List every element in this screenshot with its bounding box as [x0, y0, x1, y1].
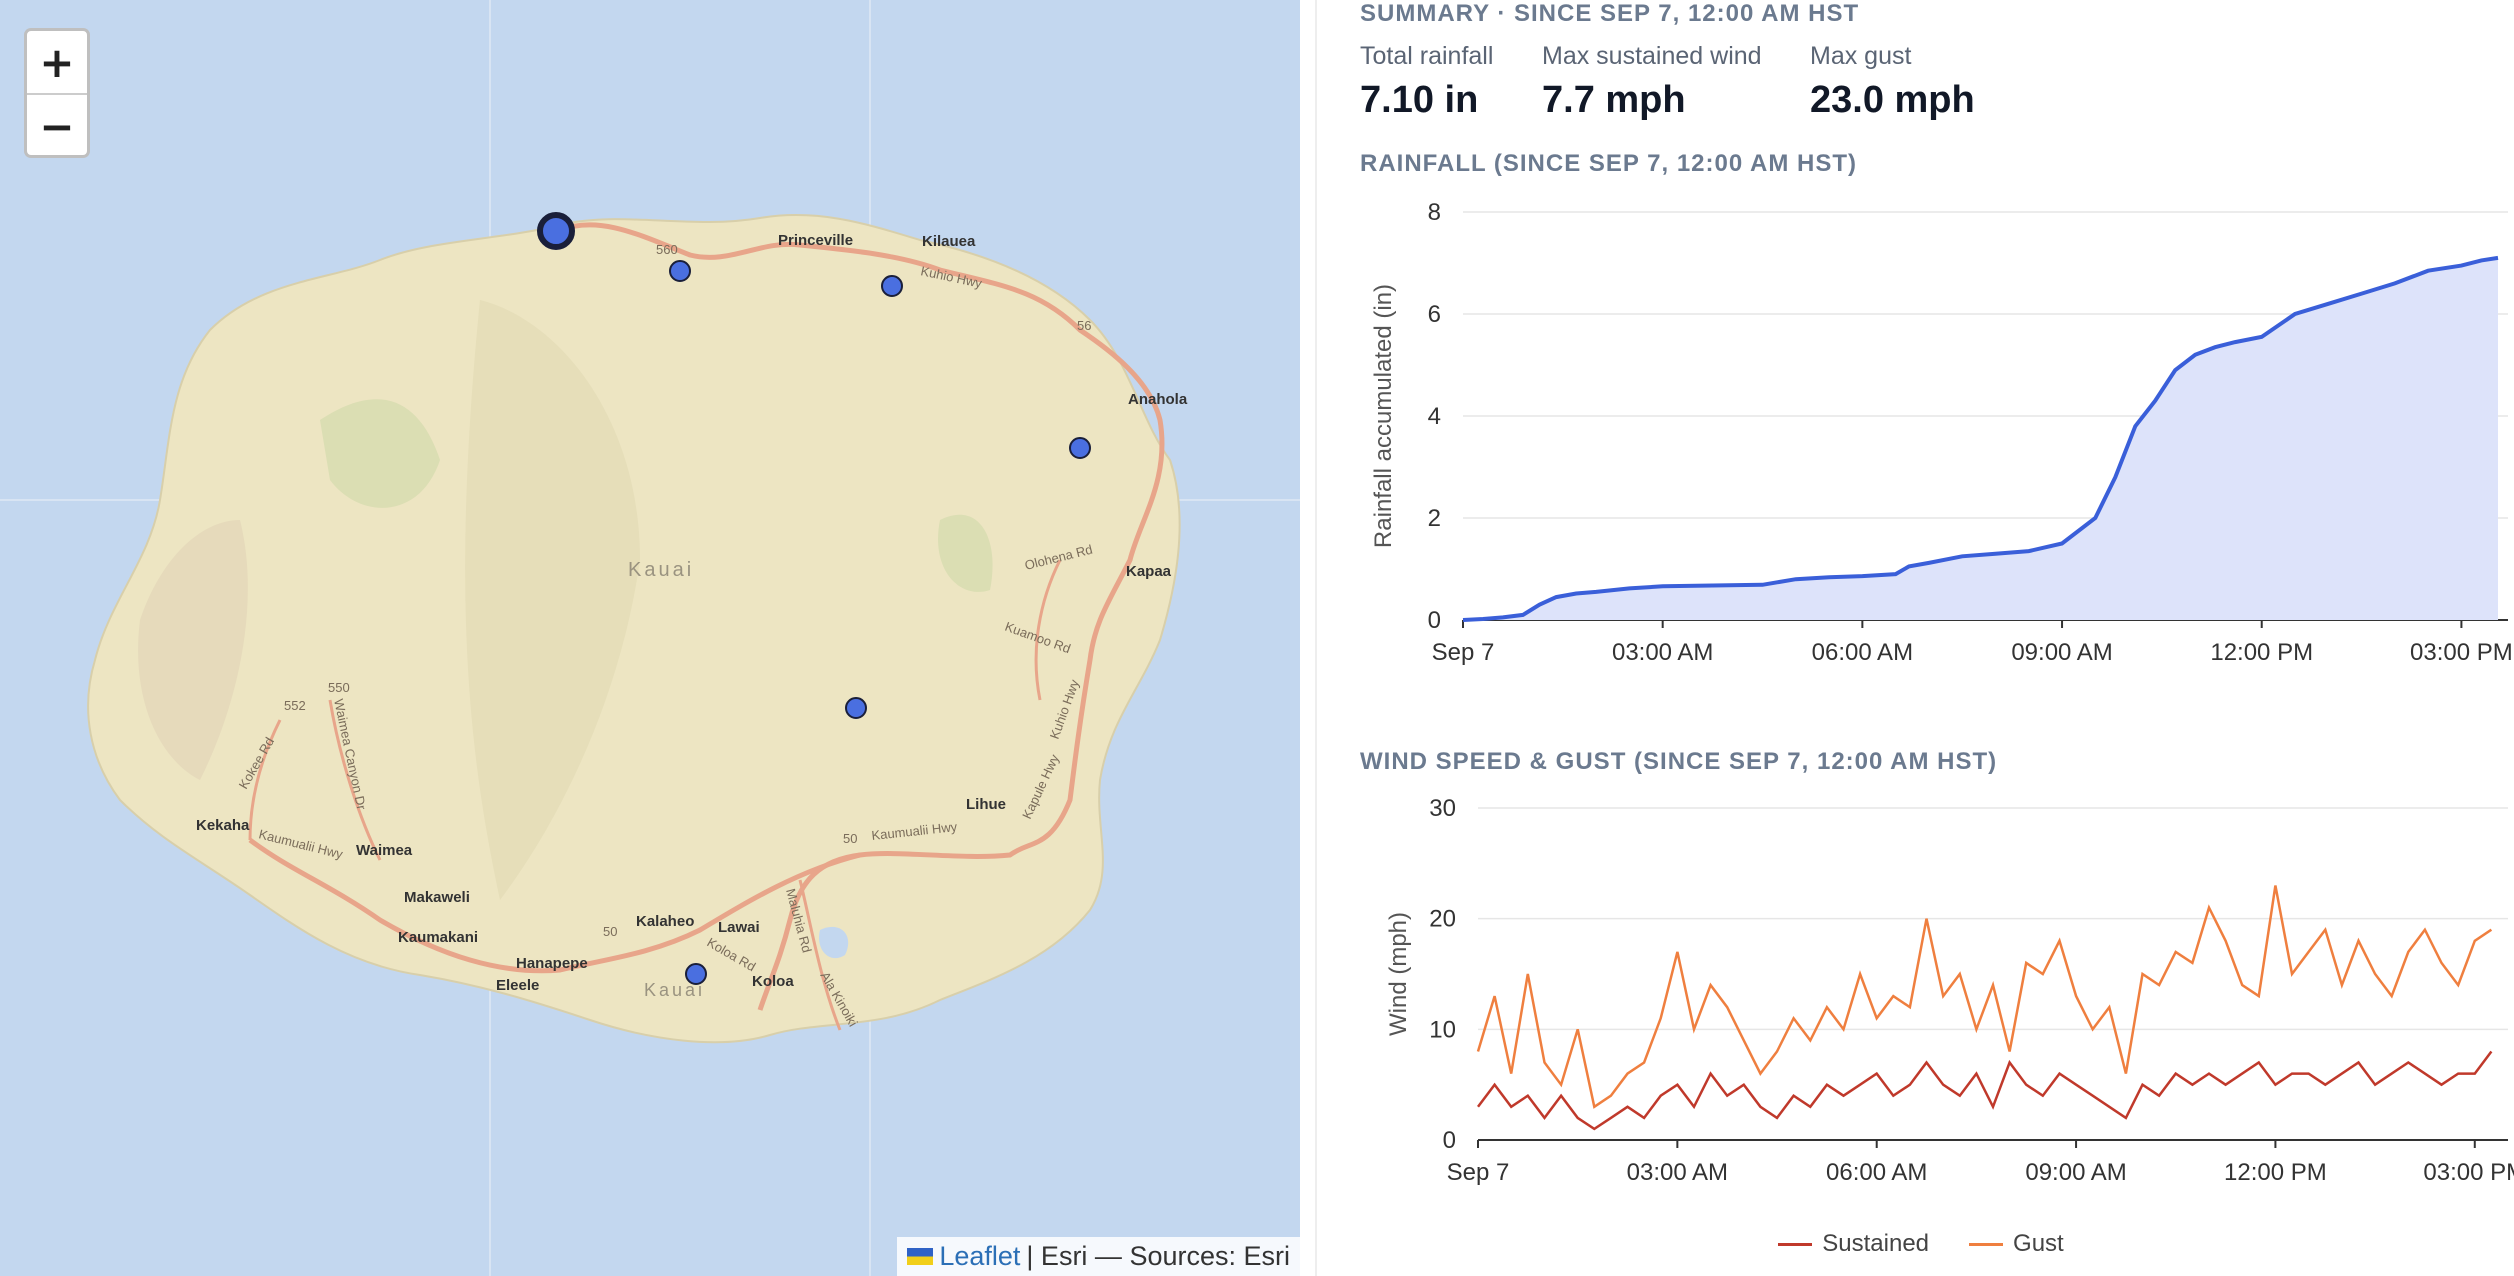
stat-total-rainfall: Total rainfall 7.10 in: [1360, 42, 1493, 122]
stat-max-sustained-wind: Max sustained wind 7.7 mph: [1542, 42, 1762, 122]
x-tick-label: Sep 7: [1447, 1159, 1510, 1186]
stat-max-gust: Max gust 23.0 mph: [1810, 42, 1975, 122]
zoom-out-button[interactable]: −: [39, 101, 75, 151]
station-panel: SUMMARY · SINCE SEP 7, 12:00 AM HST Tota…: [1328, 0, 2514, 1276]
summary-title: SUMMARY · SINCE SEP 7, 12:00 AM HST: [1360, 0, 1860, 27]
place-label: Kalaheo: [636, 913, 694, 930]
x-tick-label: 06:00 AM: [1826, 1159, 1927, 1186]
road-label: 50: [843, 831, 857, 846]
rainfall-chart-title: RAINFALL (SINCE SEP 7, 12:00 AM HST): [1360, 150, 1857, 177]
station-marker[interactable]: [845, 697, 867, 719]
station-map[interactable]: Princeville Kilauea Anahola Kapaa Lihue …: [0, 0, 1300, 1276]
y-tick-label: 10: [1429, 1016, 1456, 1043]
x-tick-label: 09:00 AM: [2025, 1159, 2126, 1186]
x-tick-label: 03:00 PM: [2423, 1159, 2514, 1186]
wind-legend: Sustained Gust: [1328, 1230, 2514, 1258]
y-tick-label: 0: [1428, 607, 1441, 634]
y-tick-label: 30: [1429, 795, 1456, 822]
legend-label: Sustained: [1822, 1230, 1930, 1257]
ukraine-flag-icon: [907, 1248, 934, 1265]
rainfall-area: [1463, 257, 2499, 620]
place-label: Lihue: [966, 796, 1006, 813]
attribution-text: | Esri — Sources: Esri: [1026, 1241, 1290, 1271]
x-tick-label: 12:00 PM: [2224, 1159, 2327, 1186]
y-axis-label: Rainfall accumulated (in): [1370, 284, 1397, 548]
stat-value: 23.0 mph: [1810, 79, 1975, 121]
x-tick-label: Sep 7: [1432, 639, 1495, 666]
place-label: Hanapepe: [516, 955, 588, 972]
y-axis-label: Wind (mph): [1385, 912, 1412, 1036]
island-label: Kauai: [644, 980, 705, 1000]
road-label: 560: [656, 242, 678, 257]
place-label: Waimea: [356, 842, 413, 859]
station-marker[interactable]: [685, 963, 707, 985]
wind-chart-title: WIND SPEED & GUST (SINCE SEP 7, 12:00 AM…: [1360, 748, 1998, 775]
x-tick-label: 12:00 PM: [2210, 639, 2313, 666]
leaflet-link[interactable]: Leaflet: [939, 1241, 1021, 1271]
place-label: Eleele: [496, 977, 539, 994]
road-label: 550: [328, 680, 350, 695]
road-label: 552: [284, 698, 306, 713]
place-label: Kilauea: [922, 233, 976, 250]
y-tick-label: 8: [1428, 199, 1441, 226]
x-tick-label: 03:00 PM: [2410, 639, 2513, 666]
x-tick-label: 03:00 AM: [1612, 639, 1713, 666]
y-tick-label: 0: [1443, 1127, 1456, 1154]
series-sustained-line: [1477, 1050, 2493, 1131]
place-label: Anahola: [1128, 391, 1188, 408]
place-label: Koloa: [752, 973, 794, 990]
place-label: Kaumakani: [398, 929, 478, 946]
zoom-in-button[interactable]: +: [27, 31, 87, 95]
station-marker[interactable]: [881, 275, 903, 297]
y-tick-label: 6: [1428, 301, 1441, 328]
road-label: 56: [1077, 318, 1091, 333]
road-label: 50: [603, 924, 617, 939]
y-tick-label: 2: [1428, 505, 1441, 532]
series-gust-line: [1476, 885, 2493, 1109]
place-label: Makaweli: [404, 889, 470, 906]
stat-label: Max gust: [1810, 42, 1912, 70]
legend-item-sustained[interactable]: Sustained: [1778, 1230, 1929, 1258]
stat-value: 7.10 in: [1360, 79, 1479, 121]
stat-label: Max sustained wind: [1542, 42, 1762, 70]
rainfall-chart: 0 2 4 6 8 Sep 7 03:00 AM 06:00 AM 09:00 AM 12:00 …: [1370, 199, 2513, 666]
station-marker-selected[interactable]: [537, 212, 575, 250]
rainfall-line: [1462, 255, 2499, 622]
y-tick-label: 4: [1428, 403, 1441, 430]
x-tick-label: 06:00 AM: [1812, 639, 1913, 666]
panel-divider: [1315, 0, 1317, 1276]
place-label: Kapaa: [1126, 563, 1172, 580]
place-label: Kekaha: [196, 817, 250, 834]
y-tick-label: 20: [1429, 906, 1456, 933]
map-basemap: Princeville Kilauea Anahola Kapaa Lihue …: [0, 0, 1300, 1276]
station-marker[interactable]: [669, 260, 691, 282]
map-attribution: Leaflet | Esri — Sources: Esri: [897, 1237, 1300, 1276]
stat-label: Total rainfall: [1360, 42, 1494, 70]
legend-label: Gust: [2013, 1230, 2064, 1257]
stat-value: 7.7 mph: [1542, 79, 1686, 121]
station-marker[interactable]: [1069, 437, 1091, 459]
x-tick-label: 09:00 AM: [2011, 639, 2112, 666]
wind-chart: 0 10 20 30 Sep 7 03:00 AM 06:00 AM 09:00 AM 12:0…: [1385, 795, 2514, 1186]
place-label: Lawai: [718, 919, 760, 936]
zoom-control: + −: [24, 28, 90, 158]
legend-item-gust[interactable]: Gust: [1969, 1230, 2064, 1258]
place-label: Princeville: [778, 232, 853, 249]
island-label: Kauai: [628, 559, 694, 581]
x-tick-label: 03:00 AM: [1627, 1159, 1728, 1186]
